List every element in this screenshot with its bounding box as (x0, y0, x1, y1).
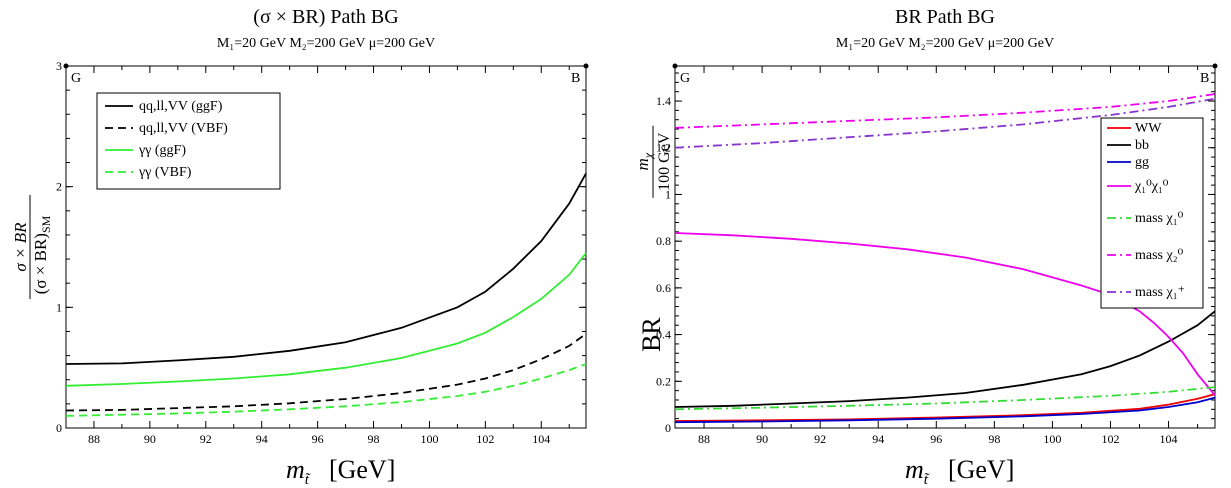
chart-2: BR Path BG M₁=20 GeV M₂=200 GeV μ=200 GeV… (633, 6, 1218, 488)
legend-label: mass χ₁⁺ (1135, 285, 1185, 300)
x-axis-symbol: m (905, 455, 924, 484)
series-line-2 (65, 333, 587, 412)
x-axis-subscript: t̃ (305, 472, 311, 488)
series-line-5 (674, 386, 1216, 411)
legend-label: bb (1135, 138, 1149, 153)
x-tick-label: 94 (256, 432, 268, 446)
y-axis-label: BR (637, 317, 666, 352)
chart-subtitle: M₁=20 GeV M₂=200 GeV μ=200 GeV (836, 36, 1054, 51)
y-axis-label: σ × BR (σ × BR)SM (11, 195, 53, 299)
x-tick-label: 90 (144, 432, 156, 446)
y-tick-label: 0 (665, 421, 671, 435)
series-line-7 (674, 97, 1216, 149)
legend-label: γγ (VBF) (138, 165, 192, 180)
corner-label-left: G (71, 71, 81, 86)
x-tick-label: 90 (756, 432, 768, 446)
x-tick-label: 102 (1101, 432, 1119, 446)
x-tick-label: 100 (1043, 432, 1061, 446)
x-axis-label: mt̃ [GeV] (286, 455, 395, 488)
y-tick-label: 1.2 (656, 141, 671, 155)
legend-label: qq,ll,VV (ggF) (139, 99, 223, 114)
plot-frame (65, 65, 587, 429)
y-tick-label: 0.2 (656, 374, 671, 388)
corner-label-left: G (680, 71, 690, 86)
chart-title: (σ × BR) Path BG (253, 6, 398, 28)
x-tick-label: 92 (200, 432, 212, 446)
series-line-6 (674, 93, 1216, 129)
y-axis-denominator: (σ × BR)SM (31, 215, 53, 294)
y-axis-mass-denominator: 100 GeV (656, 132, 673, 191)
legend-label: χ₁⁰χ₁⁰ (1134, 179, 1169, 194)
y-axis-mass-symbol: m (633, 158, 652, 170)
chart-1: (σ × BR) Path BG M₁=20 GeV M₂=200 GeV μ=2… (11, 6, 589, 488)
x-tick-label: 92 (814, 432, 826, 446)
series-line-1 (674, 393, 1216, 422)
y-tick-label: 1.4 (656, 94, 671, 108)
x-axis-unit: [GeV] (329, 455, 395, 484)
legend-label: WW (1135, 121, 1162, 136)
legend-box (96, 92, 281, 190)
series-line-4 (674, 232, 1216, 396)
corner-dot-right (1212, 63, 1218, 69)
x-tick-label: 98 (368, 432, 380, 446)
legend-label: gg (1135, 155, 1149, 170)
y-axis-denominator-text: (σ × BR) (31, 233, 50, 294)
x-tick-label: 96 (312, 432, 324, 446)
series-line-3 (65, 252, 587, 387)
y-axis-mass-numerator: mχ (633, 152, 655, 170)
legend-label: mass χ₁⁰ (1135, 211, 1184, 226)
x-tick-label: 98 (988, 432, 1000, 446)
corner-label-right: B (571, 71, 580, 86)
series-line-2 (674, 310, 1216, 408)
x-axis-subscript: t̃ (924, 472, 930, 488)
y-axis-mass-subscript: χ (641, 152, 655, 159)
corner-label-right: B (1200, 71, 1209, 86)
y-axis-mass-label: mχ 100 GeV (633, 125, 673, 198)
y-tick-label: 0.4 (656, 328, 671, 342)
y-axis-denominator-subscript: SM (39, 215, 53, 233)
y-tick-label: 0 (56, 421, 62, 435)
legend-label: mass χ₂⁰ (1135, 248, 1184, 263)
legend-label: qq,ll,VV (VBF) (139, 121, 228, 136)
x-axis-unit: [GeV] (948, 455, 1014, 484)
x-axis-symbol: m (286, 455, 305, 484)
x-axis-label: mt̃ [GeV] (905, 455, 1014, 488)
x-tick-label: 104 (532, 432, 550, 446)
x-tick-label: 102 (476, 432, 494, 446)
x-tick-label: 88 (88, 432, 100, 446)
x-tick-label: 96 (930, 432, 942, 446)
y-tick-label: 3 (56, 59, 62, 73)
chart-subtitle: M₁=20 GeV M₂=200 GeV μ=200 GeV (217, 36, 435, 51)
x-tick-label: 104 (1160, 432, 1178, 446)
legend-label: γγ (ggF) (138, 143, 186, 158)
y-tick-label: 1 (56, 300, 62, 314)
series-line-4 (65, 363, 587, 417)
plot-frame (674, 65, 1216, 429)
y-tick-label: 0.8 (656, 234, 671, 248)
x-tick-label: 88 (698, 432, 710, 446)
x-tick-label: 94 (872, 432, 884, 446)
y-axis-label-br: BR (637, 317, 666, 352)
y-tick-label: 1 (665, 187, 671, 201)
x-tick-label: 100 (420, 432, 438, 446)
y-tick-label: 0.6 (656, 281, 671, 295)
legend-box (1100, 117, 1204, 309)
series-line-3 (674, 396, 1216, 424)
y-axis-numerator: σ × BR (11, 222, 30, 272)
y-tick-label: 2 (56, 180, 62, 194)
chart-title: BR Path BG (895, 6, 995, 28)
series-line-1 (65, 172, 587, 365)
